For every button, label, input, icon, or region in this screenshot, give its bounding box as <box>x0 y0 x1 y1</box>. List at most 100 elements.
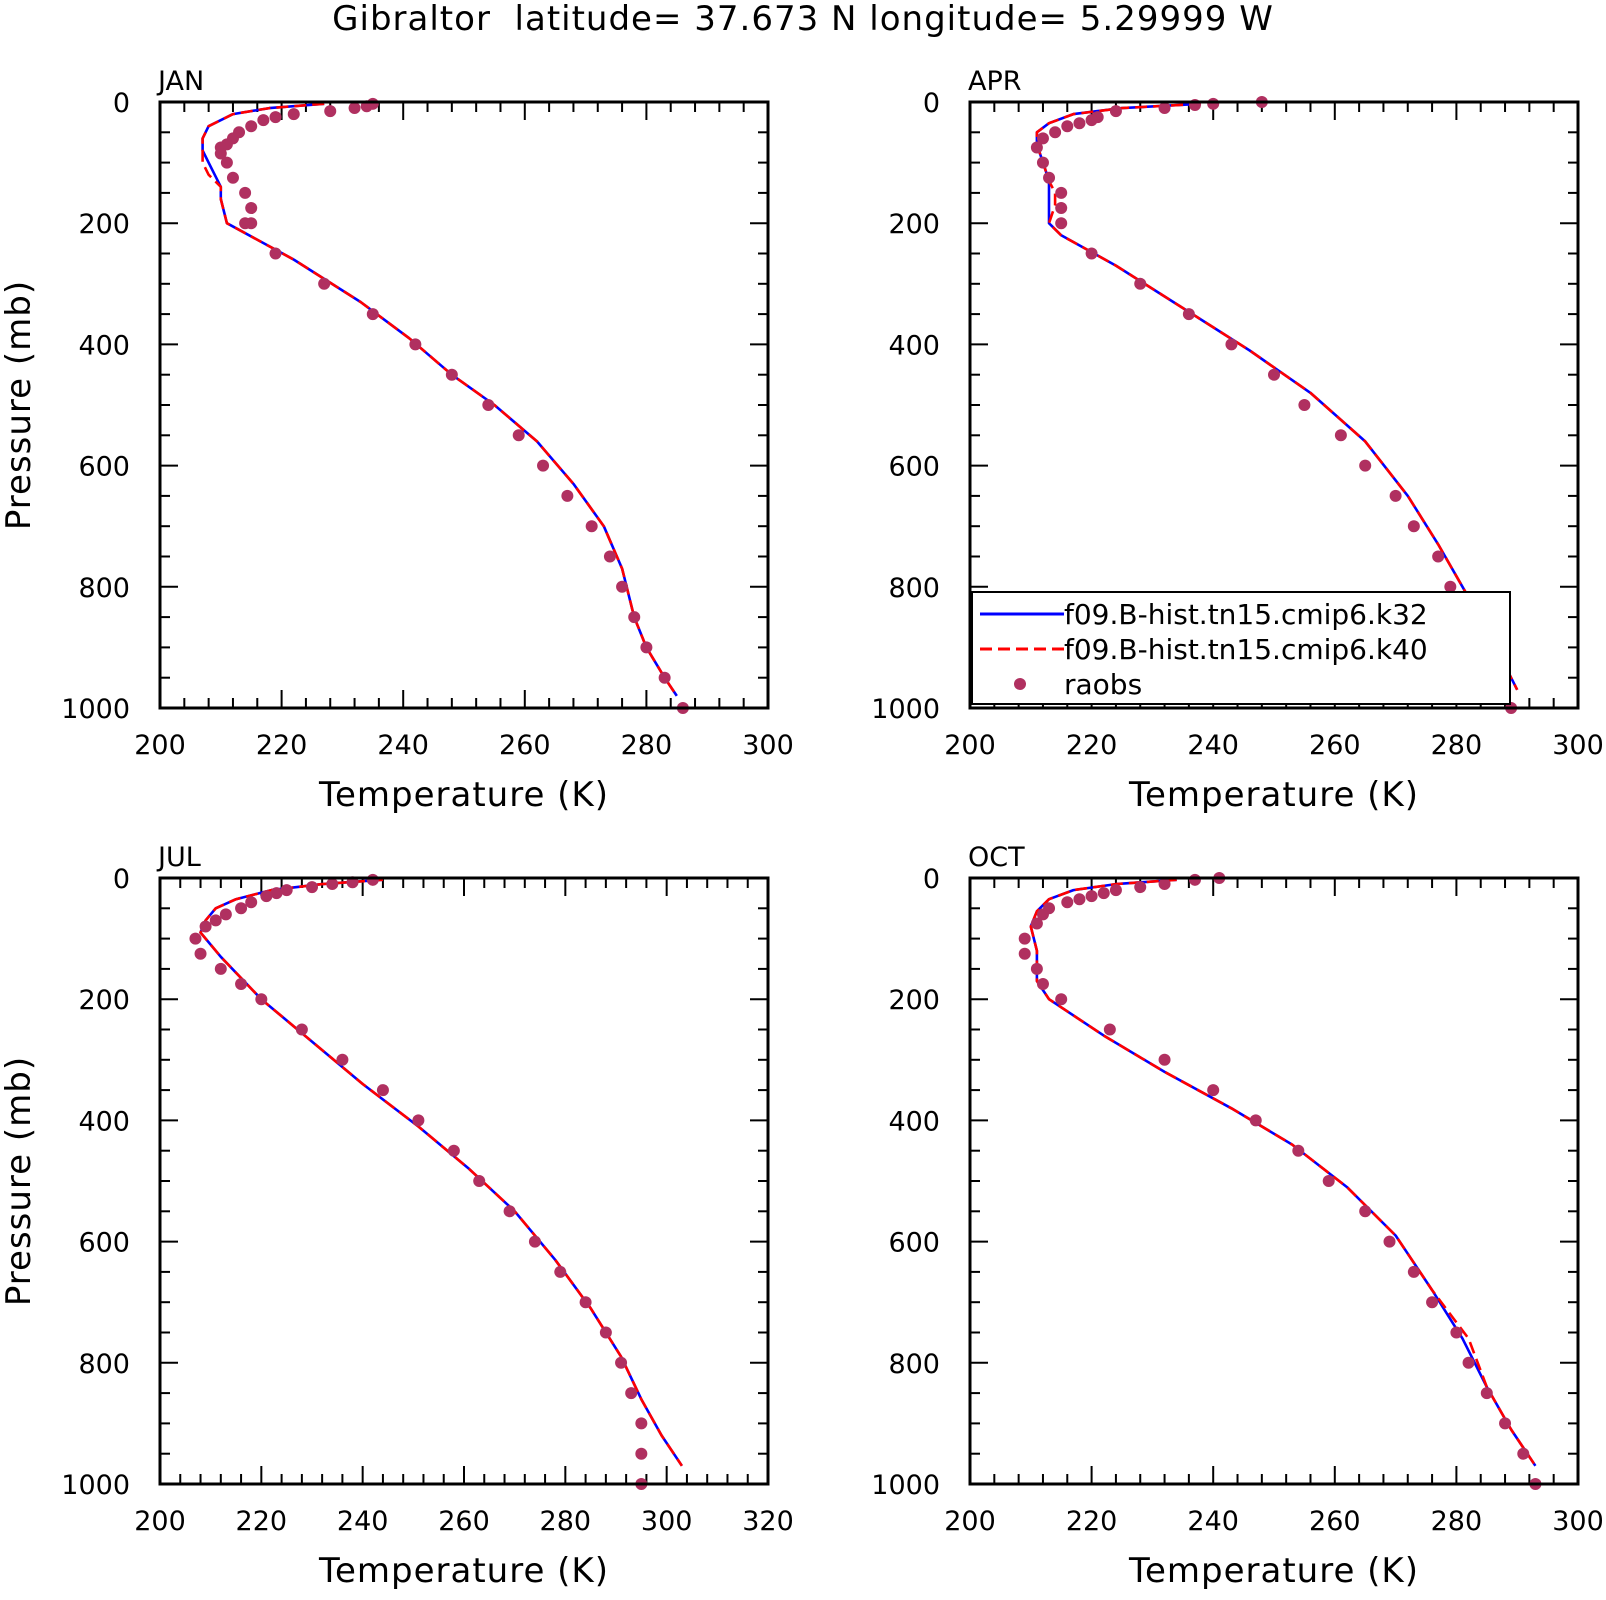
raobs-point <box>1109 884 1122 897</box>
raobs-point <box>1182 308 1195 321</box>
raobs-point <box>635 1447 648 1460</box>
figure-title: Gibraltor latitude= 37.673 N longitude= … <box>332 0 1274 39</box>
plot-frame <box>158 876 770 1486</box>
raobs-point <box>1158 102 1171 115</box>
raobs-point <box>1426 1296 1439 1309</box>
x-tick-label: 280 <box>621 730 673 761</box>
raobs-point <box>245 202 258 215</box>
y-tick-label: 400 <box>78 1106 130 1137</box>
y-tick-label: 400 <box>78 330 130 361</box>
raobs-point <box>376 1084 389 1097</box>
raobs-point <box>1359 459 1372 472</box>
raobs-point <box>245 896 258 909</box>
raobs-point <box>599 1326 612 1339</box>
raobs-point <box>1036 132 1049 145</box>
raobs-point <box>616 580 629 593</box>
raobs-point <box>1444 580 1457 593</box>
raobs-point <box>1055 202 1068 215</box>
raobs-point <box>295 1023 308 1036</box>
raobs-point <box>1158 1053 1171 1066</box>
y-tick-label: 200 <box>78 209 130 240</box>
raobs-point <box>306 881 318 894</box>
x-tick-label: 200 <box>134 1506 186 1537</box>
raobs-point <box>473 1175 486 1187</box>
raobs-point <box>1036 156 1049 169</box>
x-tick-label: 240 <box>1187 1506 1239 1537</box>
y-tick-label: 200 <box>888 209 940 240</box>
y-tick-label: 600 <box>78 452 130 483</box>
x-tick-label: 200 <box>134 730 186 761</box>
raobs-point <box>561 489 574 502</box>
x-axis-label: Temperature (K) <box>1128 1551 1419 1591</box>
raobs-point <box>209 914 222 927</box>
x-tick-label: 280 <box>1431 730 1483 761</box>
raobs-point <box>1030 141 1043 154</box>
panel-label: OCT <box>968 842 1025 873</box>
y-tick-label: 800 <box>78 573 130 604</box>
raobs-point <box>1061 120 1074 133</box>
x-tick-label: 260 <box>1309 1506 1361 1537</box>
raobs-point <box>1225 338 1238 351</box>
raobs-point <box>482 399 495 411</box>
x-tick-label: 200 <box>944 730 996 761</box>
raobs-point <box>220 156 233 169</box>
raobs-point <box>1334 429 1347 442</box>
x-tick-label: 300 <box>641 1506 693 1537</box>
raobs-point <box>1158 878 1171 891</box>
x-tick-label: 260 <box>499 730 551 761</box>
x-tick-label: 280 <box>540 1506 592 1537</box>
raobs-point <box>318 277 331 290</box>
raobs-point <box>245 120 258 133</box>
raobs-point <box>603 550 616 563</box>
series-line-k40 <box>1035 102 1519 691</box>
series-line-k40 <box>199 878 683 1467</box>
raobs-point <box>239 186 252 199</box>
raobs-point <box>1450 1326 1463 1339</box>
y-tick-label: 1000 <box>871 1470 940 1501</box>
raobs-point <box>1207 1084 1220 1097</box>
raobs-point <box>537 459 550 472</box>
raobs-point <box>366 873 379 886</box>
raobs-point <box>1207 97 1220 110</box>
raobs-point <box>260 890 273 903</box>
raobs-point <box>512 429 525 442</box>
series-line-k40 <box>201 102 678 697</box>
y-tick-label: 1000 <box>61 1470 130 1501</box>
series-line-k32 <box>1029 878 1537 1467</box>
raobs-point <box>336 1053 349 1066</box>
raobs-point <box>445 368 458 381</box>
y-tick-label: 800 <box>78 1349 130 1380</box>
raobs-point <box>1085 114 1098 127</box>
raobs-point <box>447 1144 460 1157</box>
raobs-point <box>1055 186 1068 199</box>
raobs-point <box>1030 962 1043 975</box>
y-tick-label: 200 <box>888 985 940 1016</box>
raobs-point <box>554 1265 567 1278</box>
x-tick-label: 220 <box>1066 730 1118 761</box>
raobs-point <box>635 1417 648 1430</box>
raobs-point <box>1055 993 1068 1006</box>
x-tick-label: 260 <box>438 1506 490 1537</box>
raobs-point <box>1134 277 1147 290</box>
legend: f09.B-hist.tn15.cmip6.k32f09.B-hist.tn15… <box>971 591 1511 705</box>
raobs-point <box>615 1356 628 1369</box>
raobs-point <box>1049 126 1062 139</box>
raobs-point <box>412 1114 425 1127</box>
series-line-k40 <box>1029 878 1537 1467</box>
raobs-point <box>1085 890 1098 903</box>
raobs-point <box>658 671 671 684</box>
raobs-point <box>280 884 293 897</box>
raobs-point <box>585 520 598 533</box>
panel-label: JUL <box>156 842 201 873</box>
raobs-point <box>189 932 202 945</box>
x-axis-label: Temperature (K) <box>318 775 609 815</box>
x-tick-label: 240 <box>377 730 429 761</box>
raobs-point <box>1499 1417 1512 1430</box>
raobs-point <box>1109 105 1122 118</box>
raobs-point <box>1055 217 1068 230</box>
y-tick-label: 600 <box>888 452 940 483</box>
legend-label: raobs <box>1064 668 1142 701</box>
x-tick-label: 300 <box>1552 730 1604 761</box>
raobs-point <box>1036 908 1049 921</box>
